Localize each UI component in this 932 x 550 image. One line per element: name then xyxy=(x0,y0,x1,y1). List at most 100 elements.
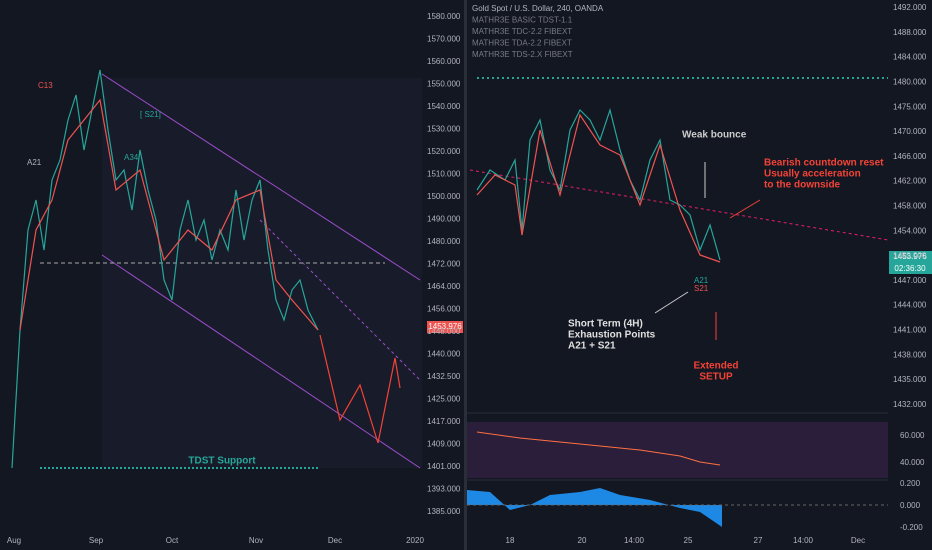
price-path xyxy=(476,113,721,263)
price-label: 1458.000 xyxy=(893,202,927,211)
annotation: A21 xyxy=(27,158,42,167)
indicator-name: MATHR3E TDS-2.X FIBEXT xyxy=(472,50,573,59)
price-label: 1440.000 xyxy=(427,350,461,359)
price-label: 1570.000 xyxy=(427,35,461,44)
symbol-title: Gold Spot / U.S. Dollar, 240, OANDA xyxy=(472,4,604,13)
indicator-name: MATHR3E TDA-2.2 FIBEXT xyxy=(472,39,572,48)
time-label: Dec xyxy=(851,536,865,545)
price-label: 1447.000 xyxy=(893,276,927,285)
price-label: 1470.000 xyxy=(893,127,927,136)
time-label: 2020 xyxy=(406,536,424,545)
annotation: A34 xyxy=(124,153,139,162)
arrow xyxy=(729,199,761,219)
price-label: 1432.000 xyxy=(893,400,927,409)
annotation: A21 + S21 xyxy=(568,341,616,352)
indicator-line xyxy=(476,431,721,466)
price-label: 1444.000 xyxy=(893,301,927,310)
time-label: 27 xyxy=(754,536,763,545)
price-label: 1472.000 xyxy=(427,260,461,269)
channel-line xyxy=(101,73,421,281)
price-label: 1520.000 xyxy=(427,147,461,156)
price-path xyxy=(476,107,721,261)
price-label: 1435.000 xyxy=(893,375,927,384)
price-path xyxy=(19,98,319,331)
annotation: Extended xyxy=(693,361,738,372)
price-label: 1540.000 xyxy=(427,102,461,111)
price-label: 1425.000 xyxy=(427,395,461,404)
time-label: Aug xyxy=(7,536,21,545)
arrow xyxy=(654,291,689,314)
price-label: 1480.000 xyxy=(427,237,461,246)
price-label: 1441.000 xyxy=(893,326,927,335)
annotation: Weak bounce xyxy=(682,130,747,141)
annotation: C13 xyxy=(38,81,53,90)
annotation: Exhaustion Points xyxy=(568,330,656,341)
time-label: 25 xyxy=(684,536,693,545)
time-label: Sep xyxy=(89,536,104,545)
price-label: 1438.000 xyxy=(893,350,927,359)
countdown-tag xyxy=(889,263,932,274)
annotation: Short Term (4H) xyxy=(568,319,643,330)
price-label: 1409.000 xyxy=(427,440,461,449)
price-label: 1484.000 xyxy=(893,53,927,62)
price-label: 1510.000 xyxy=(427,170,461,179)
price-label: 1462.000 xyxy=(893,177,927,186)
last-price: 1453.976 xyxy=(428,322,462,331)
annotation: SETUP xyxy=(699,372,733,383)
time-label: 14:00 xyxy=(793,536,814,545)
price-label: 1530.000 xyxy=(427,125,461,134)
indicator-name: MATHR3E TDC-2.2 FIBEXT xyxy=(472,27,572,36)
price-label: 1550.000 xyxy=(427,80,461,89)
price-label: 1432.500 xyxy=(427,372,461,381)
range-box xyxy=(102,78,422,468)
price-label: 1401.000 xyxy=(427,462,461,471)
time-label: Nov xyxy=(249,536,263,545)
price-tag xyxy=(889,251,932,263)
last-price: 1453.976 xyxy=(893,252,927,261)
annotation: S21 xyxy=(694,284,709,293)
time-label: 18 xyxy=(506,536,515,545)
indicator-area xyxy=(467,488,722,527)
trend-line xyxy=(259,219,421,381)
price-label: 1488.000 xyxy=(893,28,927,37)
price-label: 1454.000 xyxy=(893,226,927,235)
divider xyxy=(464,0,467,550)
indicator-label: 0.200 xyxy=(900,479,921,488)
annotation: TDST Support xyxy=(188,456,256,467)
indicator-name: MATHR3E BASIC TDST-1.1 xyxy=(472,16,573,25)
annotation: to the downside xyxy=(764,180,841,191)
indicator-label: 40.000 xyxy=(900,458,925,467)
price-label: 1492.000 xyxy=(893,3,927,12)
price-label: 1480.000 xyxy=(893,78,927,87)
annotation: Usually acceleration xyxy=(764,169,861,180)
time-label: Oct xyxy=(166,536,179,545)
indicator-label: 0.000 xyxy=(900,501,921,510)
price-label: 1450.000 xyxy=(893,251,927,260)
price-label: 1490.000 xyxy=(427,215,461,224)
projection xyxy=(319,334,401,444)
price-label: 1448.000 xyxy=(427,327,461,336)
indicator-label: 60.000 xyxy=(900,431,925,440)
time-label: Dec xyxy=(328,536,342,545)
price-label: 1580.000 xyxy=(427,12,461,21)
annotation: A21 xyxy=(694,276,709,285)
annotation: [ S21] xyxy=(140,110,161,119)
price-label: 1417.000 xyxy=(427,417,461,426)
price-label: 1393.000 xyxy=(427,485,461,494)
price-label: 1456.000 xyxy=(427,305,461,314)
indicator-band xyxy=(467,422,888,478)
annotation: Bearish countdown reset xyxy=(764,158,884,169)
price-label: 1466.000 xyxy=(893,152,927,161)
price-label: 1385.000 xyxy=(427,507,461,516)
price-label: 1560.000 xyxy=(427,57,461,66)
indicator-label: -0.200 xyxy=(900,523,923,532)
price-path xyxy=(11,69,319,469)
price-label: 1475.000 xyxy=(893,102,927,111)
price-tag xyxy=(427,321,463,333)
price-label: 1464.000 xyxy=(427,282,461,291)
time-label: 20 xyxy=(578,536,587,545)
channel-line xyxy=(101,254,421,469)
countdown: 02:36:30 xyxy=(894,264,926,273)
time-label: 14:00 xyxy=(624,536,645,545)
